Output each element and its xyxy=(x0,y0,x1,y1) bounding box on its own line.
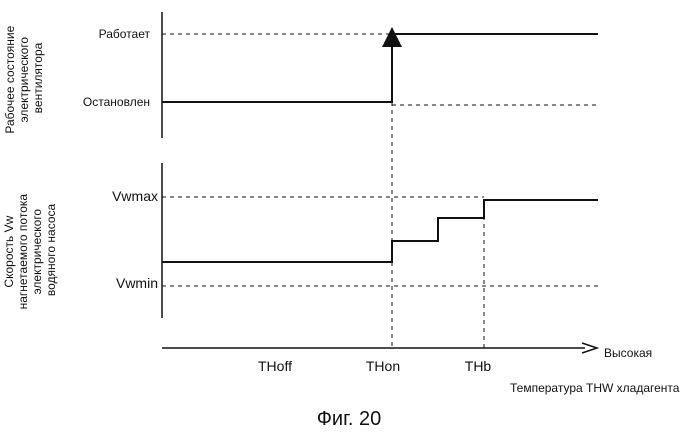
x-axis-end-label: Высокая xyxy=(604,346,652,360)
top-panel: Работает Остановлен Рабочее состояние эл… xyxy=(3,12,598,138)
x-axis-title: Температура THW хладагента xyxy=(510,381,680,395)
bottom-y-axis-title: Скорость Vw нагнетаемого потока электрич… xyxy=(2,191,58,310)
fan-state-line xyxy=(162,34,598,102)
x-axis: THoff THon THb Высокая Температура THW х… xyxy=(162,343,680,395)
bottom-panel: Vwmax Vwmin Скорость Vw нагнетаемого пот… xyxy=(2,163,598,318)
vmax-label: Vwmax xyxy=(112,188,158,204)
top-y-axis-title: Рабочее состояние электрического вентиля… xyxy=(3,22,45,133)
bottom-y-title-line-4: водяного насоса xyxy=(44,203,58,296)
x-tick-thoff: THoff xyxy=(258,358,292,374)
bottom-y-title-line-1: Скорость Vw xyxy=(2,215,16,287)
x-tick-thon: THon xyxy=(366,358,400,374)
state-on-label: Работает xyxy=(99,27,151,41)
top-y-title-line-3: вентилятора xyxy=(31,42,45,113)
bottom-y-title-line-3: электрического xyxy=(30,209,44,295)
top-y-title-line-1: Рабочее состояние xyxy=(3,25,17,133)
x-tick-thb: THb xyxy=(465,358,492,374)
bottom-y-title-line-2: нагнетаемого потока xyxy=(16,194,30,310)
figure-caption: Фиг. 20 xyxy=(317,408,382,430)
top-y-title-line-2: электрического xyxy=(17,37,31,123)
state-off-label: Остановлен xyxy=(83,95,150,109)
vmin-label: Vwmin xyxy=(116,275,158,291)
pump-speed-line xyxy=(162,200,598,262)
